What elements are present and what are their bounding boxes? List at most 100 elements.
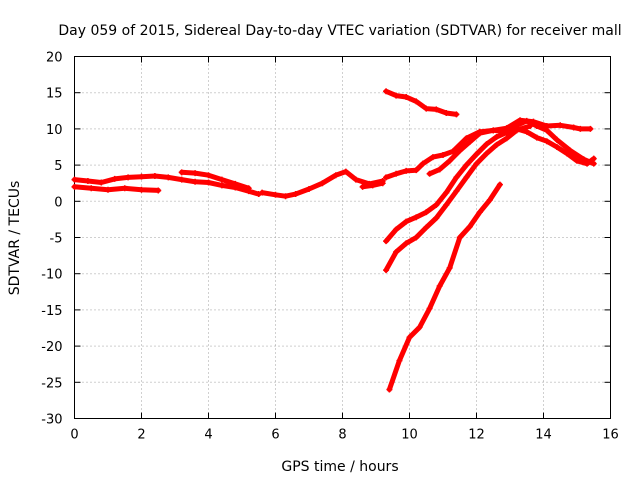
data-point bbox=[473, 151, 480, 158]
data-point bbox=[218, 182, 225, 189]
data-point bbox=[379, 180, 386, 187]
data-point bbox=[332, 172, 339, 179]
y-tick-label: 5 bbox=[54, 159, 62, 174]
data-point bbox=[383, 88, 390, 95]
x-tick-label: 16 bbox=[602, 428, 619, 443]
data-point bbox=[403, 94, 410, 101]
data-point bbox=[393, 248, 400, 255]
data-point bbox=[272, 191, 279, 198]
data-point bbox=[446, 264, 453, 271]
data-point bbox=[513, 127, 520, 134]
data-point bbox=[259, 189, 266, 196]
data-point bbox=[205, 172, 212, 179]
y-tick-label: -30 bbox=[41, 413, 62, 428]
data-point bbox=[306, 185, 312, 192]
data-point bbox=[450, 148, 457, 155]
data-point bbox=[433, 214, 440, 221]
data-point bbox=[416, 324, 423, 331]
data-point bbox=[570, 124, 577, 131]
data-point bbox=[383, 267, 390, 274]
data-point bbox=[419, 160, 426, 167]
data-point bbox=[590, 160, 597, 167]
data-series-track-1 bbox=[72, 184, 161, 193]
data-point bbox=[423, 224, 430, 231]
data-point bbox=[429, 154, 436, 161]
tick-layer: 0 2 4 6 8 10 12 14 16 -30 -25 -20 -15 -10 -5 0 5 10 15 20 bbox=[41, 51, 619, 443]
data-point bbox=[463, 135, 470, 142]
data-point bbox=[151, 172, 158, 179]
x-axis-label: GPS time / hours bbox=[281, 459, 398, 475]
data-point bbox=[503, 135, 510, 142]
data-point bbox=[71, 183, 78, 190]
data-point bbox=[473, 160, 480, 167]
data-point bbox=[383, 238, 390, 245]
data-point bbox=[403, 167, 410, 174]
data-point bbox=[567, 147, 574, 154]
data-point bbox=[178, 169, 185, 176]
data-point bbox=[463, 174, 470, 181]
data-point bbox=[98, 179, 105, 186]
data-point bbox=[443, 109, 450, 116]
x-tick-label: 4 bbox=[204, 428, 212, 443]
data-point bbox=[282, 193, 289, 200]
data-point bbox=[590, 155, 597, 162]
data-point bbox=[493, 133, 500, 140]
y-tick-label: 0 bbox=[54, 195, 62, 210]
data-point bbox=[192, 178, 199, 185]
data-point bbox=[523, 117, 530, 124]
data-point bbox=[192, 170, 199, 177]
data-point bbox=[393, 92, 400, 99]
x-tick-label: 0 bbox=[70, 428, 78, 443]
data-point bbox=[406, 334, 413, 341]
data-point bbox=[245, 185, 252, 192]
data-point bbox=[486, 196, 493, 203]
data-point bbox=[423, 209, 430, 216]
data-point bbox=[527, 123, 534, 130]
data-point bbox=[463, 162, 470, 169]
data-point bbox=[165, 174, 172, 181]
data-point bbox=[413, 98, 420, 105]
data-point bbox=[232, 180, 239, 187]
data-point bbox=[342, 168, 349, 175]
data-point bbox=[155, 187, 162, 194]
data-point bbox=[440, 151, 446, 158]
data-point bbox=[413, 234, 420, 241]
data-point bbox=[553, 144, 560, 150]
data-point bbox=[403, 218, 410, 225]
data-point bbox=[476, 209, 483, 216]
data-point bbox=[543, 138, 550, 145]
data-point bbox=[178, 176, 185, 183]
data-point bbox=[490, 127, 497, 134]
x-tick-label: 12 bbox=[468, 428, 485, 443]
data-point bbox=[580, 156, 587, 163]
data-point bbox=[493, 141, 500, 148]
y-axis-label: SDTVAR / TECUs bbox=[7, 181, 23, 296]
data-point bbox=[533, 123, 540, 130]
data-point bbox=[533, 134, 540, 141]
data-point bbox=[352, 176, 359, 183]
data-point bbox=[443, 189, 450, 196]
data-point bbox=[436, 166, 443, 173]
data-point bbox=[446, 157, 453, 164]
data-point bbox=[513, 122, 520, 129]
data-point bbox=[496, 181, 503, 188]
y-tick-label: 10 bbox=[46, 123, 63, 138]
data-point bbox=[577, 125, 584, 132]
y-tick-label: -10 bbox=[41, 268, 62, 283]
data-point bbox=[587, 125, 594, 132]
x-tick-label: 6 bbox=[271, 428, 279, 443]
data-point bbox=[453, 174, 460, 181]
y-tick-label: -15 bbox=[41, 304, 62, 319]
data-point bbox=[426, 305, 433, 312]
data-point bbox=[413, 214, 420, 221]
data-point bbox=[71, 176, 78, 183]
data-point bbox=[383, 174, 390, 181]
data-point bbox=[138, 173, 145, 180]
data-point bbox=[359, 183, 366, 190]
series-layer bbox=[71, 88, 597, 393]
data-point bbox=[563, 150, 570, 157]
data-point bbox=[503, 129, 510, 136]
data-point bbox=[426, 170, 433, 177]
data-point bbox=[483, 150, 490, 157]
